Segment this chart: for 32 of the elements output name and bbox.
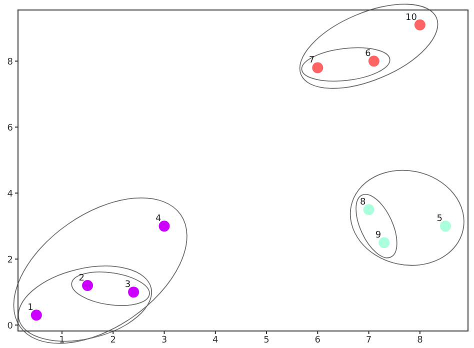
- annotation: 9: [375, 230, 382, 241]
- annotation: 5: [436, 214, 442, 224]
- annotation: 4: [156, 214, 162, 224]
- point: [30, 310, 42, 321]
- x-tick-label: 2: [110, 335, 116, 346]
- x-tick-label: 7: [366, 335, 372, 346]
- annotation: 8: [360, 198, 366, 208]
- annotation: 2: [78, 273, 85, 284]
- y-tick-label: 0: [7, 321, 14, 332]
- point: [82, 280, 94, 291]
- point: [312, 62, 324, 74]
- annotation: 10: [405, 12, 418, 23]
- y-tick-label: 4: [7, 189, 14, 200]
- y-tick-label: 8: [7, 57, 14, 68]
- point: [378, 237, 390, 248]
- x-tick-label: 5: [264, 335, 270, 346]
- x-tick-label: 4: [212, 335, 219, 346]
- point: [158, 220, 170, 232]
- point: [414, 19, 426, 30]
- annotation: 3: [124, 280, 131, 290]
- x-tick-label: 6: [314, 335, 321, 346]
- point: [128, 286, 140, 298]
- annotation: 1: [28, 303, 34, 314]
- point: [363, 204, 374, 216]
- y-tick-label: 6: [7, 123, 14, 134]
- y-tick-label: 2: [7, 255, 13, 266]
- x-tick-label: 3: [161, 335, 168, 346]
- annotation: 6: [365, 49, 372, 60]
- point: [368, 56, 380, 67]
- x-tick-label: 8: [417, 335, 424, 346]
- point: [440, 220, 451, 232]
- annotation: 7: [308, 56, 315, 66]
